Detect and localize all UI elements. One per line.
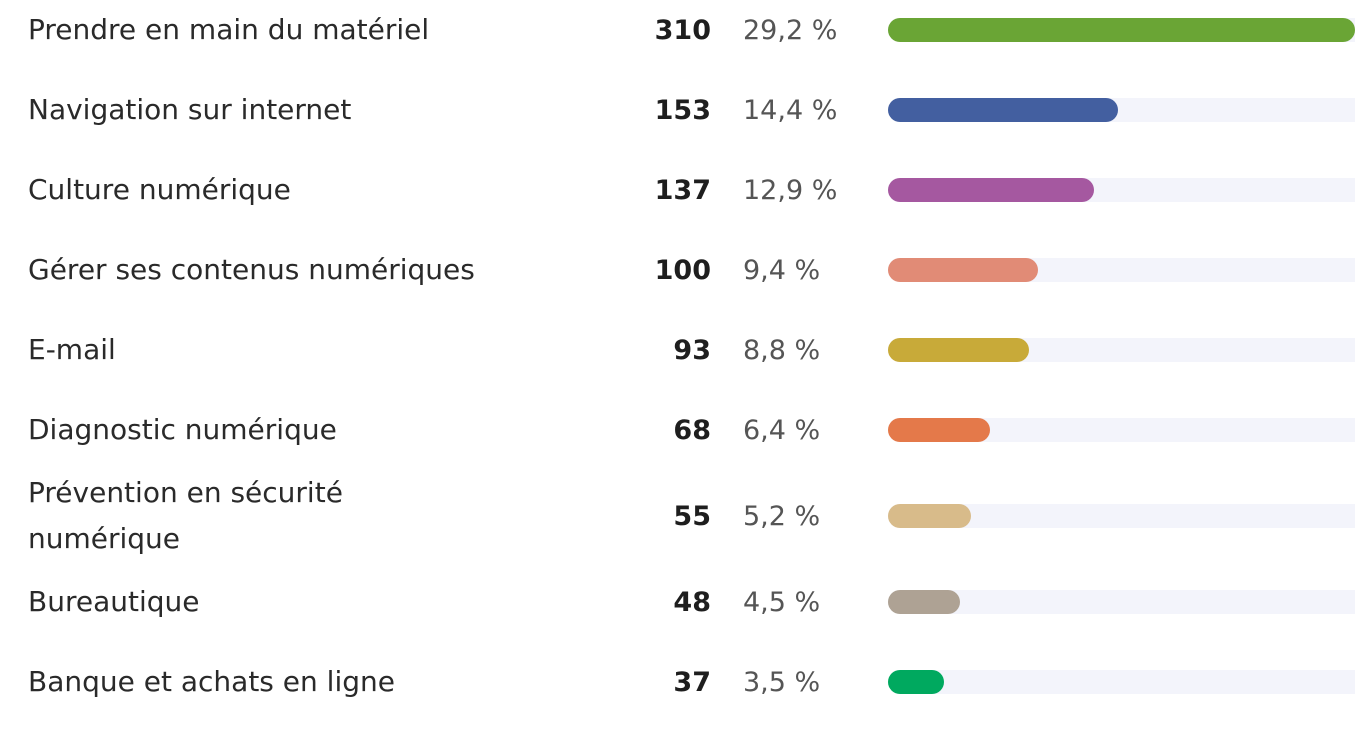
- bar: [888, 590, 960, 614]
- bar-row: Banque et achats en ligne 37 3,5 %: [0, 642, 1355, 722]
- bar-row: Prévention en sécurité numérique 55 5,2 %: [0, 470, 1355, 562]
- category-label: Gérer ses contenus numériques: [28, 253, 475, 286]
- bar-track: [888, 178, 1355, 202]
- category-label: Banque et achats en ligne: [28, 665, 395, 698]
- share-label: 3,5 %: [743, 666, 821, 698]
- category-label: Navigation sur internet: [28, 93, 352, 126]
- bar-track: [888, 670, 1355, 694]
- share-label: 6,4 %: [743, 414, 821, 446]
- share-label: 14,4 %: [743, 94, 838, 126]
- count-label: 100: [654, 254, 711, 286]
- count-label: 137: [654, 174, 711, 206]
- category-label: Prendre en main du matériel: [28, 13, 430, 46]
- count-label: 93: [673, 334, 711, 366]
- bar: [888, 504, 972, 528]
- bar: [888, 98, 1119, 122]
- bar-row: Prendre en main du matériel 310 29,2 %: [0, 0, 1355, 70]
- bar: [888, 258, 1039, 282]
- bar: [888, 338, 1029, 362]
- bar: [888, 418, 991, 442]
- share-label: 9,4 %: [743, 254, 821, 286]
- share-label: 8,8 %: [743, 334, 821, 366]
- bar-track: [888, 258, 1355, 282]
- bar-track: [888, 504, 1355, 528]
- count-label: 37: [673, 666, 711, 698]
- count-label: 310: [654, 14, 711, 46]
- bar-track: [888, 590, 1355, 614]
- count-label: 68: [673, 414, 711, 446]
- bar-row: Bureautique 48 4,5 %: [0, 562, 1355, 642]
- bar-row: E-mail 93 8,8 %: [0, 310, 1355, 390]
- bar-row: Culture numérique 137 12,9 %: [0, 150, 1355, 230]
- bar-row: Navigation sur internet 153 14,4 %: [0, 70, 1355, 150]
- count-label: 153: [654, 94, 711, 126]
- bar: [888, 178, 1095, 202]
- share-label: 29,2 %: [743, 14, 838, 46]
- share-label: 4,5 %: [743, 586, 821, 618]
- bar-track: [888, 418, 1355, 442]
- category-label: Culture numérique: [28, 173, 291, 206]
- category-label: Diagnostic numérique: [28, 413, 337, 446]
- bar-track: [888, 18, 1355, 42]
- category-label: Prévention en sécurité numérique: [28, 476, 343, 555]
- share-label: 12,9 %: [743, 174, 838, 206]
- bar-row: Diagnostic numérique 68 6,4 %: [0, 390, 1355, 470]
- count-label: 55: [673, 500, 711, 532]
- category-label: E-mail: [28, 333, 116, 366]
- bar-row: Gérer ses contenus numériques 100 9,4 %: [0, 230, 1355, 310]
- bar: [888, 18, 1355, 42]
- category-label: Bureautique: [28, 585, 200, 618]
- bar-track: [888, 338, 1355, 362]
- share-label: 5,2 %: [743, 500, 821, 532]
- bar: [888, 670, 944, 694]
- bar-track: [888, 98, 1355, 122]
- count-label: 48: [673, 586, 711, 618]
